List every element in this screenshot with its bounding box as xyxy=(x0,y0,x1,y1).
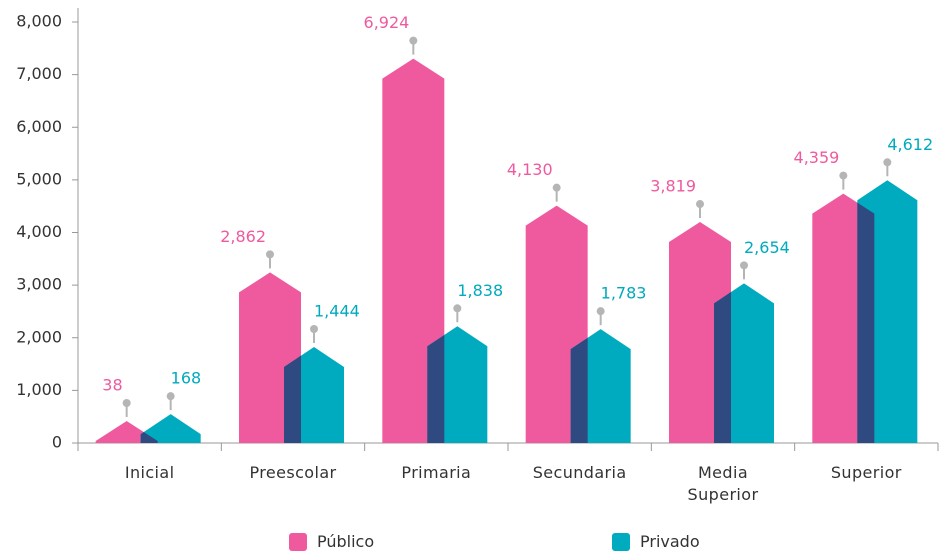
legend-swatch xyxy=(289,533,307,551)
value-label: 3,819 xyxy=(650,177,696,196)
pin-dot xyxy=(166,392,175,401)
pin-dot xyxy=(740,261,748,270)
y-tick-label: 0 xyxy=(52,433,62,452)
bar xyxy=(140,414,201,443)
value-label: 4,359 xyxy=(794,148,840,167)
value-label: 4,612 xyxy=(887,135,933,154)
y-tick-label: 8,000 xyxy=(16,12,62,31)
y-tick-label: 3,000 xyxy=(16,275,62,294)
x-tick-label: Primaria xyxy=(401,463,472,482)
pin-dot xyxy=(839,171,848,180)
y-tick-label: 2,000 xyxy=(16,327,62,346)
y-tick-label: 6,000 xyxy=(16,117,62,136)
y-tick-label: 7,000 xyxy=(16,64,62,83)
legend-label: Público xyxy=(317,532,375,551)
pin-dot xyxy=(552,183,561,192)
pin-dot xyxy=(696,200,704,209)
x-tick-label: Superior xyxy=(830,463,902,482)
x-tick-label: Inicial xyxy=(124,463,175,482)
pin-dot xyxy=(453,304,462,313)
value-label: 168 xyxy=(171,369,202,388)
y-tick-label: 4,000 xyxy=(16,222,62,241)
pin-dot xyxy=(883,158,892,167)
value-label: 38 xyxy=(102,376,122,395)
value-label: 4,130 xyxy=(507,160,553,179)
value-label: 1,783 xyxy=(601,284,647,303)
legend-swatch xyxy=(612,533,630,551)
value-label: 2,862 xyxy=(220,227,266,246)
pin-dot xyxy=(266,250,274,259)
pin-dot xyxy=(122,399,131,408)
x-tick-label: Secundaria xyxy=(532,463,627,482)
pin-dot xyxy=(310,325,318,334)
overlap xyxy=(284,347,301,443)
legend-label: Privado xyxy=(640,532,700,551)
value-label: 1,444 xyxy=(314,302,360,321)
x-tick-label: Media Superior xyxy=(687,463,759,504)
y-tick-label: 5,000 xyxy=(16,169,62,188)
value-label: 1,838 xyxy=(457,281,503,300)
pin-dot xyxy=(596,307,605,316)
pin-dot xyxy=(409,36,418,45)
value-label: 6,924 xyxy=(364,13,410,32)
overlap xyxy=(714,283,731,443)
overlap xyxy=(570,329,588,443)
x-tick-label: Preescolar xyxy=(249,463,337,482)
overlap xyxy=(427,326,445,443)
y-tick-label: 1,000 xyxy=(16,380,62,399)
value-label: 2,654 xyxy=(744,238,790,257)
overlap xyxy=(857,193,875,443)
